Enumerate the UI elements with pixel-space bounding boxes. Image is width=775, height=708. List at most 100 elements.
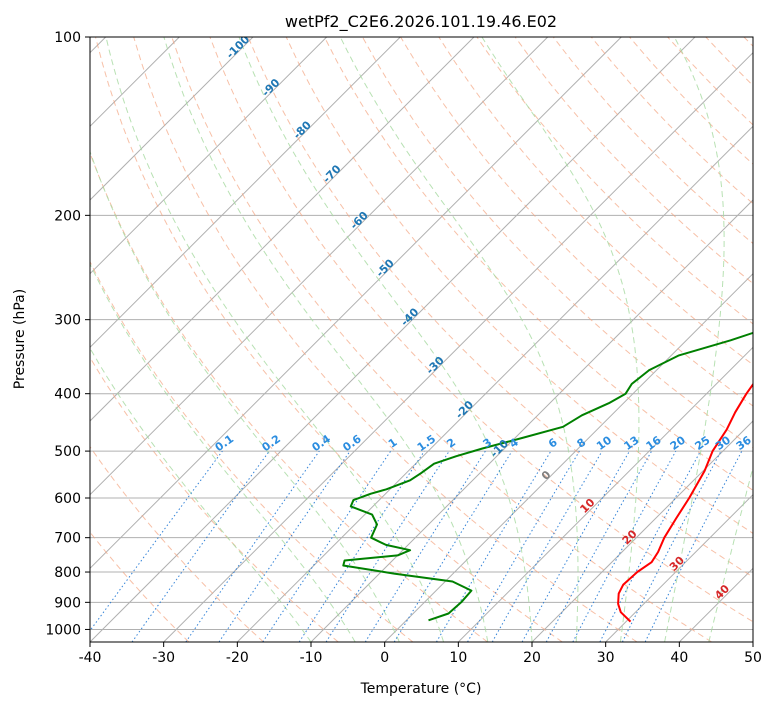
isotherm-line	[90, 37, 549, 496]
dry-adiabat-line	[90, 356, 339, 642]
mixing-ratio-line	[572, 450, 677, 642]
isotherm-line	[236, 125, 753, 642]
mixing-ratio-line	[644, 450, 743, 642]
isotherm-line	[310, 199, 753, 642]
mixing-ratio-label: 8	[575, 436, 589, 451]
isotherm-label: -90	[259, 76, 282, 99]
moist-adiabat-line	[105, 37, 445, 642]
mixing-ratio-line	[131, 450, 270, 642]
x-tick-label: -40	[79, 650, 102, 666]
isotherm-line	[90, 37, 328, 275]
isotherm-line	[90, 37, 401, 349]
dry-adiabat-line	[323, 37, 753, 491]
grid-layer	[90, 37, 753, 642]
isotherm-line	[678, 567, 753, 642]
isotherm-label: -60	[348, 209, 371, 232]
isotherm-line	[384, 272, 753, 642]
dry-adiabat-line	[590, 37, 753, 205]
dry-adiabat-line	[90, 260, 414, 642]
dry-adiabat-line	[171, 37, 712, 642]
mixing-ratio-label: 25	[693, 434, 713, 453]
moist-adiabat-line	[90, 347, 312, 642]
x-axis-label: Temperature (°C)	[360, 681, 482, 697]
moist-adiabat-label: 30	[667, 553, 687, 573]
mixing-ratio-line	[393, 450, 513, 642]
dry-adiabat-line	[90, 445, 264, 642]
mixing-ratio-line	[521, 450, 630, 642]
moist-adiabat-line	[163, 37, 489, 642]
mixing-ratio-label: 16	[644, 433, 664, 453]
y-tick-label: 700	[54, 531, 81, 547]
y-tick-label: 900	[54, 595, 81, 611]
y-tick-label: 1000	[45, 622, 81, 638]
isotherm-line	[90, 37, 622, 570]
mixing-ratio-line	[435, 450, 552, 642]
mixing-ratio-line	[325, 450, 450, 642]
isotherm-label: -80	[291, 118, 314, 141]
isotherm-line	[605, 493, 753, 642]
series-layer	[342, 331, 753, 623]
mixing-ratio-label: 20	[668, 433, 688, 453]
moist-adiabat-line	[481, 37, 640, 642]
dry-adiabat-line	[667, 37, 753, 126]
isotherm-line	[531, 420, 753, 642]
x-tick-label: -20	[226, 650, 249, 666]
isotherm-line	[90, 37, 254, 201]
isotherm-label: -50	[374, 256, 397, 279]
dry-adiabat-line	[133, 37, 638, 642]
isotherm-label: -40	[398, 305, 421, 328]
isotherm-line	[457, 346, 753, 642]
mixing-ratio-label: 36	[734, 433, 754, 453]
isotherm-line	[752, 641, 753, 642]
x-tick-label: -30	[152, 650, 175, 666]
moist-adiabat-line	[339, 37, 579, 642]
moist-adiabat-line	[90, 150, 400, 642]
moist-adiabat-line	[90, 262, 356, 642]
mixing-ratio-label: 2	[444, 436, 458, 451]
dry-adiabat-line	[476, 37, 753, 325]
y-tick-label: 300	[54, 313, 81, 329]
mixing-ratio-line	[90, 450, 223, 632]
isotherm-label: -30	[424, 354, 447, 377]
isotherm-label: -70	[320, 162, 343, 185]
mixing-ratio-line	[364, 450, 486, 642]
mixing-ratio-label: 10	[594, 433, 614, 453]
x-tick-label: 40	[670, 650, 688, 666]
y-tick-label: 800	[54, 565, 81, 581]
mixing-ratio-line	[185, 450, 320, 642]
dry-adiabat-line	[705, 37, 753, 87]
y-tick-label: 200	[54, 208, 81, 224]
x-tick-label: 30	[597, 650, 615, 666]
axis-layer: -40 -30 -20 -10 0 10 20 30 40 50 100 200 300 400 500 60…	[45, 30, 762, 666]
moist-adiabat-line	[708, 465, 753, 642]
dry-adiabat-line	[743, 37, 753, 47]
mixing-ratio-line	[298, 450, 425, 642]
chart-title: wetPf2_C2E6.2026.101.19.46.E02	[285, 12, 557, 32]
mixing-ratio-label: 1	[386, 436, 400, 451]
dry-adiabat-line	[552, 37, 753, 245]
dry-adiabat-line	[209, 37, 753, 623]
dry-adiabat-line	[285, 37, 753, 535]
mixing-ratio-line	[467, 450, 580, 642]
mixing-ratio-line	[599, 450, 701, 642]
y-tick-label: 100	[54, 30, 81, 46]
x-tick-label: 10	[449, 650, 467, 666]
mixing-ratio-label: 30	[713, 433, 733, 453]
dewpoint-profile-line	[342, 331, 753, 622]
label-layer: 0.1 0.2 0.4 0.6 1 1.5 2 3 4 6 8 10 13 16 20 25 30 36-100-…	[213, 37, 754, 602]
y-tick-label: 500	[54, 444, 81, 460]
dry-adiabat-line	[95, 37, 563, 642]
y-tick-label: 400	[54, 387, 81, 403]
dry-adiabat-line	[90, 531, 190, 642]
x-tick-label: -10	[300, 650, 323, 666]
y-tick-label: 600	[54, 491, 81, 507]
x-tick-label: 0	[380, 650, 389, 666]
moist-adiabat-label: 10	[577, 496, 597, 516]
y-axis-label: Pressure (hPa)	[12, 289, 28, 389]
moist-adiabat-label: 40	[712, 582, 732, 602]
moist-adiabat-line	[664, 37, 725, 642]
mixing-ratio-line	[262, 450, 392, 642]
x-tick-label: 20	[523, 650, 541, 666]
x-tick-label: 50	[744, 650, 762, 666]
moist-adiabat-label: 20	[620, 527, 640, 547]
